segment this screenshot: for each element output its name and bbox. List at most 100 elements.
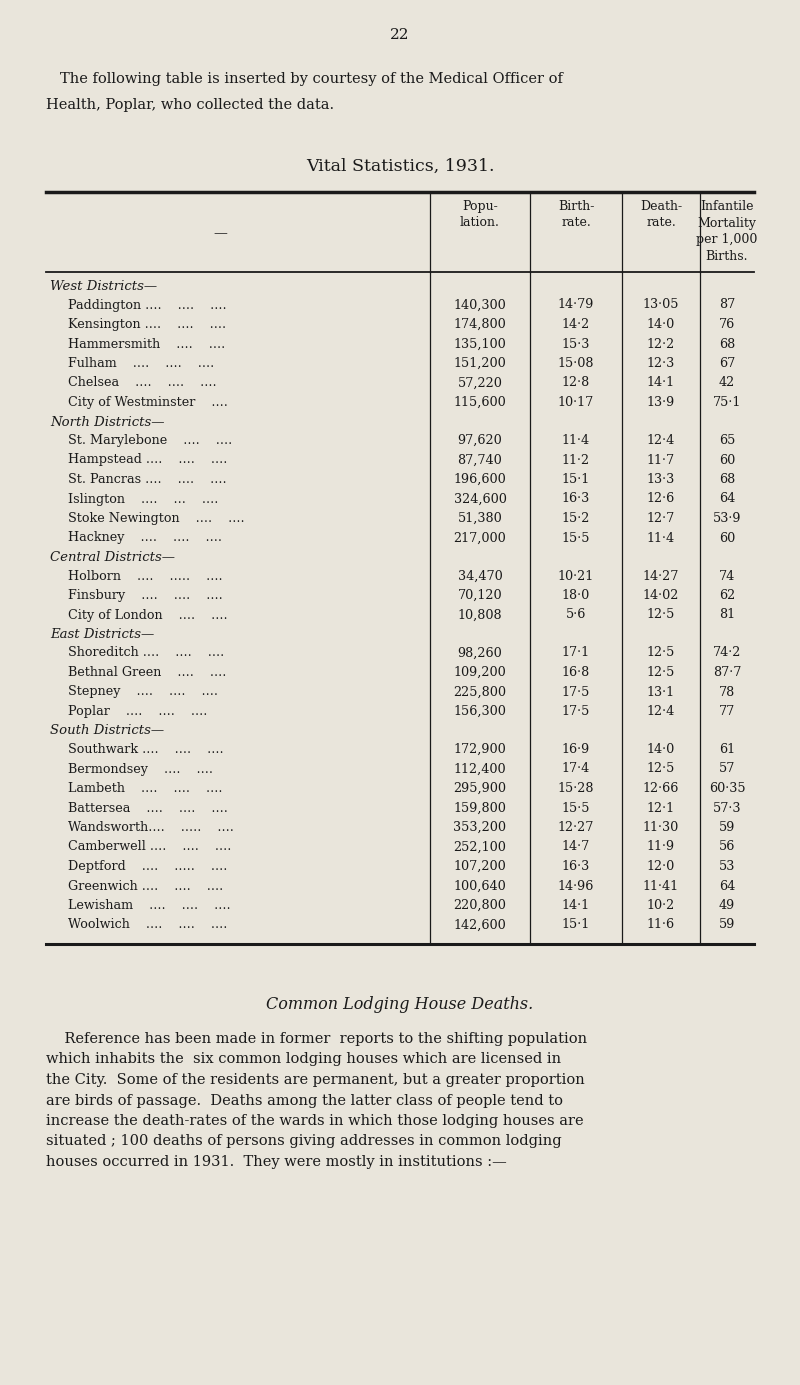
Text: 78: 78 — [719, 686, 735, 698]
Text: 14·0: 14·0 — [647, 742, 675, 756]
Text: 65: 65 — [719, 434, 735, 447]
Text: 56: 56 — [719, 841, 735, 853]
Text: 15·1: 15·1 — [562, 918, 590, 932]
Text: West Districts—: West Districts— — [50, 280, 157, 294]
Text: 16·9: 16·9 — [562, 742, 590, 756]
Text: 18·0: 18·0 — [562, 589, 590, 602]
Text: 67: 67 — [719, 357, 735, 370]
Text: 77: 77 — [719, 705, 735, 717]
Text: 97,620: 97,620 — [458, 434, 502, 447]
Text: which inhabits the  six common lodging houses which are licensed in: which inhabits the six common lodging ho… — [46, 1053, 561, 1066]
Text: 14·02: 14·02 — [643, 589, 679, 602]
Text: 87·7: 87·7 — [713, 666, 741, 679]
Text: Death-
rate.: Death- rate. — [640, 199, 682, 230]
Text: the City.  Some of the residents are permanent, but a greater proportion: the City. Some of the residents are perm… — [46, 1073, 585, 1087]
Text: 174,800: 174,800 — [454, 319, 506, 331]
Text: 142,600: 142,600 — [454, 918, 506, 932]
Text: Common Lodging House Deaths.: Common Lodging House Deaths. — [266, 996, 534, 1012]
Text: 12·6: 12·6 — [647, 493, 675, 506]
Text: St. Marylebone    ....    ....: St. Marylebone .... .... — [68, 434, 232, 447]
Text: 87,740: 87,740 — [458, 453, 502, 467]
Text: 156,300: 156,300 — [454, 705, 506, 717]
Text: 64: 64 — [719, 879, 735, 892]
Text: 51,380: 51,380 — [458, 512, 502, 525]
Text: Hackney    ....    ....    ....: Hackney .... .... .... — [68, 532, 222, 544]
Text: 15·5: 15·5 — [562, 802, 590, 814]
Text: Islington    ....    ...    ....: Islington .... ... .... — [68, 493, 218, 506]
Text: 13·1: 13·1 — [647, 686, 675, 698]
Text: 75·1: 75·1 — [713, 396, 741, 409]
Text: 13·3: 13·3 — [647, 474, 675, 486]
Text: 10·21: 10·21 — [558, 569, 594, 583]
Text: 11·30: 11·30 — [643, 821, 679, 834]
Text: Vital Statistics, 1931.: Vital Statistics, 1931. — [306, 158, 494, 175]
Text: Poplar    ....    ....    ....: Poplar .... .... .... — [68, 705, 207, 717]
Text: 15·1: 15·1 — [562, 474, 590, 486]
Text: 12·3: 12·3 — [647, 357, 675, 370]
Text: 12·8: 12·8 — [562, 377, 590, 389]
Text: 159,800: 159,800 — [454, 802, 506, 814]
Text: 16·8: 16·8 — [562, 666, 590, 679]
Text: Lambeth    ....    ....    ....: Lambeth .... .... .... — [68, 783, 222, 795]
Text: 324,600: 324,600 — [454, 493, 506, 506]
Text: —: — — [213, 226, 227, 240]
Text: 61: 61 — [719, 742, 735, 756]
Text: 15·08: 15·08 — [558, 357, 594, 370]
Text: 11·2: 11·2 — [562, 453, 590, 467]
Text: Reference has been made in former  reports to the shifting population: Reference has been made in former report… — [46, 1032, 587, 1046]
Text: 15·28: 15·28 — [558, 783, 594, 795]
Text: 196,600: 196,600 — [454, 474, 506, 486]
Text: 22: 22 — [390, 28, 410, 42]
Text: 12·7: 12·7 — [647, 512, 675, 525]
Text: 60: 60 — [719, 532, 735, 544]
Text: 225,800: 225,800 — [454, 686, 506, 698]
Text: South Districts—: South Districts— — [50, 724, 164, 737]
Text: 14·2: 14·2 — [562, 319, 590, 331]
Text: Central Districts—: Central Districts— — [50, 551, 175, 564]
Text: 12·4: 12·4 — [647, 705, 675, 717]
Text: 12·2: 12·2 — [647, 338, 675, 350]
Text: Infantile
Mortality
per 1,000
Births.: Infantile Mortality per 1,000 Births. — [696, 199, 758, 263]
Text: 68: 68 — [719, 338, 735, 350]
Text: 252,100: 252,100 — [454, 841, 506, 853]
Text: 17·5: 17·5 — [562, 686, 590, 698]
Text: 12·66: 12·66 — [643, 783, 679, 795]
Text: 12·0: 12·0 — [647, 860, 675, 873]
Text: 87: 87 — [719, 299, 735, 312]
Text: Deptford    ....    .....    ....: Deptford .... ..... .... — [68, 860, 227, 873]
Text: Hammersmith    ....    ....: Hammersmith .... .... — [68, 338, 226, 350]
Text: Chelsea    ....    ....    ....: Chelsea .... .... .... — [68, 377, 217, 389]
Text: 57,220: 57,220 — [458, 377, 502, 389]
Text: 12·1: 12·1 — [647, 802, 675, 814]
Text: 12·27: 12·27 — [558, 821, 594, 834]
Text: 57·3: 57·3 — [713, 802, 742, 814]
Text: Woolwich    ....    ....    ....: Woolwich .... .... .... — [68, 918, 227, 932]
Text: Fulham    ....    ....    ....: Fulham .... .... .... — [68, 357, 214, 370]
Text: 14·7: 14·7 — [562, 841, 590, 853]
Text: 62: 62 — [719, 589, 735, 602]
Text: 60: 60 — [719, 453, 735, 467]
Text: 11·6: 11·6 — [647, 918, 675, 932]
Text: 42: 42 — [719, 377, 735, 389]
Text: 14·96: 14·96 — [558, 879, 594, 892]
Text: 15·5: 15·5 — [562, 532, 590, 544]
Text: City of Westminster    ....: City of Westminster .... — [68, 396, 228, 409]
Text: 17·1: 17·1 — [562, 647, 590, 659]
Text: 53·9: 53·9 — [713, 512, 742, 525]
Text: 11·7: 11·7 — [647, 453, 675, 467]
Text: Popu-
lation.: Popu- lation. — [460, 199, 500, 230]
Text: 14·1: 14·1 — [562, 899, 590, 911]
Text: Hampstead ....    ....    ....: Hampstead .... .... .... — [68, 453, 227, 467]
Text: houses occurred in 1931.  They were mostly in institutions :—: houses occurred in 1931. They were mostl… — [46, 1155, 506, 1169]
Text: are birds of passage.  Deaths among the latter class of people tend to: are birds of passage. Deaths among the l… — [46, 1094, 563, 1108]
Text: 34,470: 34,470 — [458, 569, 502, 583]
Text: 64: 64 — [719, 493, 735, 506]
Text: 49: 49 — [719, 899, 735, 911]
Text: 98,260: 98,260 — [458, 647, 502, 659]
Text: Lewisham    ....    ....    ....: Lewisham .... .... .... — [68, 899, 230, 911]
Text: 70,120: 70,120 — [458, 589, 502, 602]
Text: 57: 57 — [719, 763, 735, 776]
Text: situated ; 100 deaths of persons giving addresses in common lodging: situated ; 100 deaths of persons giving … — [46, 1134, 562, 1148]
Text: 109,200: 109,200 — [454, 666, 506, 679]
Text: Paddington ....    ....    ....: Paddington .... .... .... — [68, 299, 226, 312]
